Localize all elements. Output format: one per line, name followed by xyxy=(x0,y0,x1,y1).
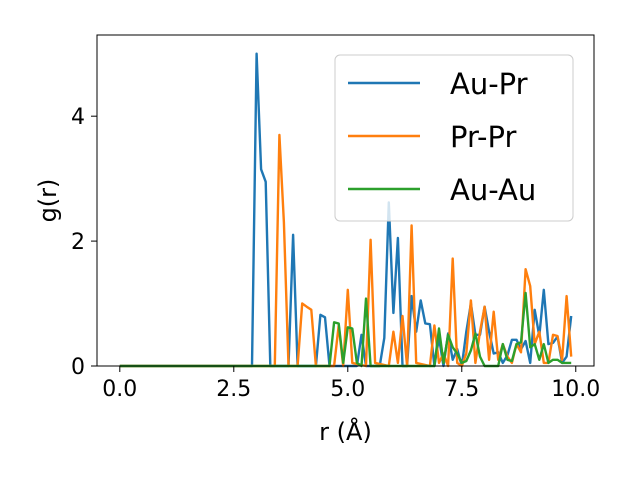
legend-label: Pr-Pr xyxy=(450,120,516,154)
x-axis-label: r (Å) xyxy=(319,417,372,446)
x-tick-label: 5.0 xyxy=(330,377,365,402)
legend-label: Au-Pr xyxy=(450,67,528,101)
series-line-au-au xyxy=(119,291,572,368)
y-axis-label: g(r) xyxy=(34,179,62,223)
x-tick-label: 7.5 xyxy=(444,377,479,402)
y-tick-label: 2 xyxy=(71,230,85,255)
x-axis: 0.0 2.5 5.0 7.5 10.0 xyxy=(102,366,600,402)
x-tick-label: 0.0 xyxy=(102,377,137,402)
legend: Au-Pr Pr-Pr Au-Au xyxy=(334,54,574,222)
x-tick-label: 2.5 xyxy=(216,377,251,402)
axes-frame xyxy=(96,34,595,367)
y-axis: 0 2 4 xyxy=(71,105,97,380)
x-tick-label: 10.0 xyxy=(551,377,600,402)
legend-box xyxy=(334,54,574,222)
legend-label: Au-Au xyxy=(450,173,536,207)
y-tick-label: 0 xyxy=(71,355,85,380)
y-tick-label: 4 xyxy=(71,105,85,130)
